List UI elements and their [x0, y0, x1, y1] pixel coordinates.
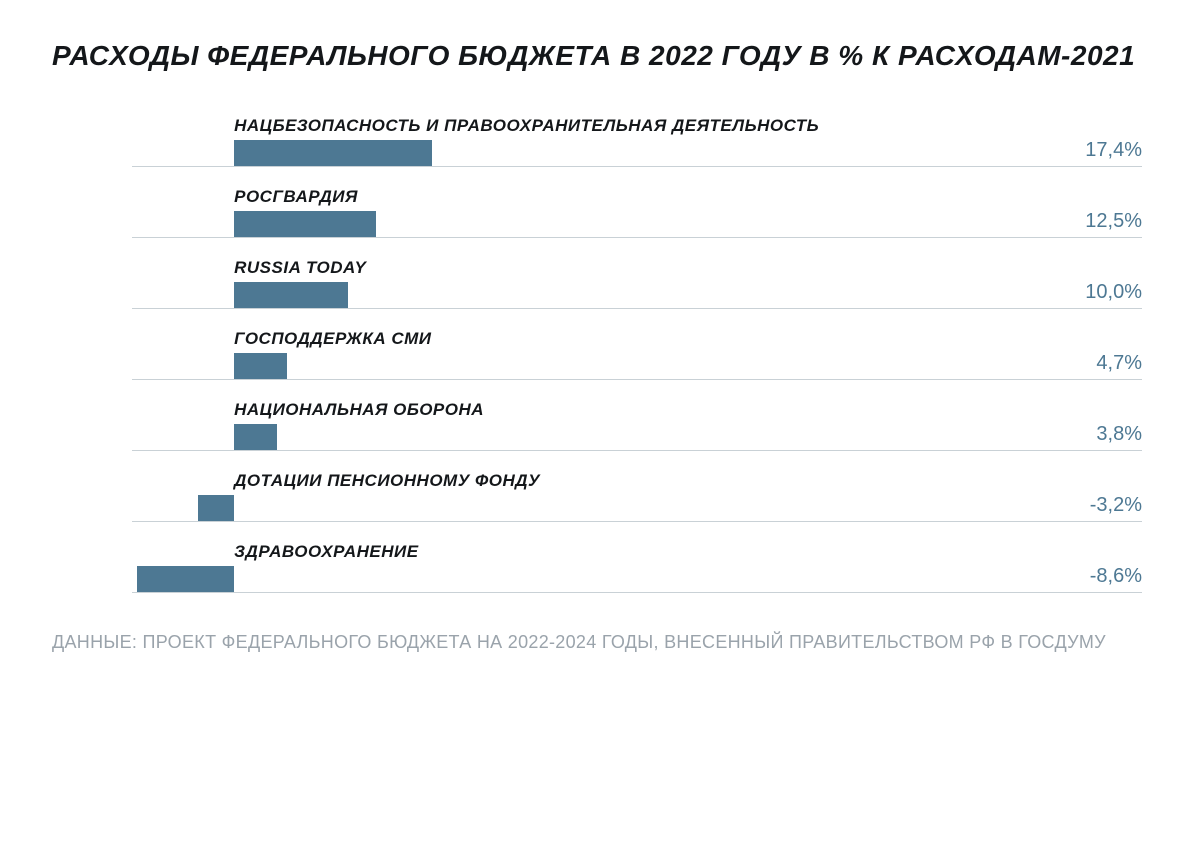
bar-row: RUSSIA TODAY 10,0%: [132, 258, 1148, 309]
bar: [137, 566, 235, 592]
bar-track: 12,5%: [132, 211, 1142, 238]
bar-track: 4,7%: [132, 353, 1142, 380]
bar-row: НАЦИОНАЛЬНАЯ ОБОРОНА 3,8%: [132, 400, 1148, 451]
bar: [234, 140, 431, 166]
bar-row: ГОСПОДДЕРЖКА СМИ 4,7%: [132, 329, 1148, 380]
bar-value: 17,4%: [1085, 139, 1142, 162]
bar: [234, 282, 347, 308]
bar-row: НАЦБЕЗОПАСНОСТЬ И ПРАВООХРАНИТЕЛЬНАЯ ДЕЯ…: [132, 116, 1148, 167]
bar-label: RUSSIA TODAY: [234, 258, 1148, 278]
source-footnote: ДАННЫЕ: ПРОЕКТ ФЕДЕРАЛЬНОГО БЮДЖЕТА НА 2…: [52, 629, 1148, 655]
bar-value: 4,7%: [1096, 352, 1142, 375]
chart-title: РАСХОДЫ ФЕДЕРАЛЬНОГО БЮДЖЕТА В 2022 ГОДУ…: [52, 40, 1148, 72]
bar-row: РОСГВАРДИЯ 12,5%: [132, 187, 1148, 238]
bar-row: ЗДРАВООХРАНЕНИЕ -8,6%: [132, 542, 1148, 593]
bar-value: -8,6%: [1090, 565, 1142, 588]
bar: [234, 353, 287, 379]
bar-label: ЗДРАВООХРАНЕНИЕ: [234, 542, 1148, 562]
bar-chart: НАЦБЕЗОПАСНОСТЬ И ПРАВООХРАНИТЕЛЬНАЯ ДЕЯ…: [132, 116, 1148, 593]
bar-label: НАЦБЕЗОПАСНОСТЬ И ПРАВООХРАНИТЕЛЬНАЯ ДЕЯ…: [234, 116, 1148, 136]
bar-label: НАЦИОНАЛЬНАЯ ОБОРОНА: [234, 400, 1148, 420]
bar-track: 17,4%: [132, 140, 1142, 167]
bar-label: ДОТАЦИИ ПЕНСИОННОМУ ФОНДУ: [234, 471, 1148, 491]
bar-track: 3,8%: [132, 424, 1142, 451]
chart-page: РАСХОДЫ ФЕДЕРАЛЬНОГО БЮДЖЕТА В 2022 ГОДУ…: [0, 0, 1200, 857]
bar: [234, 211, 376, 237]
bar-track: -8,6%: [132, 566, 1142, 593]
bar-track: 10,0%: [132, 282, 1142, 309]
bar-value: 10,0%: [1085, 281, 1142, 304]
bar-value: 3,8%: [1096, 423, 1142, 446]
bar: [234, 424, 277, 450]
bar-row: ДОТАЦИИ ПЕНСИОННОМУ ФОНДУ -3,2%: [132, 471, 1148, 522]
bar-track: -3,2%: [132, 495, 1142, 522]
bar-label: РОСГВАРДИЯ: [234, 187, 1148, 207]
bar: [198, 495, 234, 521]
bar-value: 12,5%: [1085, 210, 1142, 233]
bar-value: -3,2%: [1090, 494, 1142, 517]
bar-label: ГОСПОДДЕРЖКА СМИ: [234, 329, 1148, 349]
